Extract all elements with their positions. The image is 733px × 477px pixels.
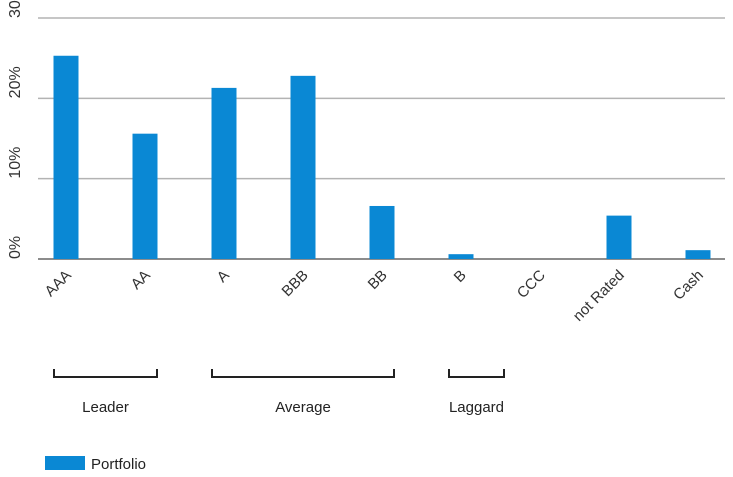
bar-bb — [369, 205, 395, 259]
group-leader: Leader — [53, 369, 158, 416]
bar-b — [448, 254, 474, 259]
bar-aaa — [53, 55, 79, 259]
y-axis-ticks: 0% 10% 20% 30% — [7, 0, 24, 259]
x-tick-label: not Rated — [570, 267, 628, 325]
bar-cash — [685, 250, 711, 259]
group-average: Average — [211, 369, 395, 416]
y-tick-label: 30% — [7, 0, 24, 18]
group-bracket — [211, 369, 395, 378]
x-tick-label: BBB — [279, 267, 312, 300]
group-label: Average — [275, 399, 331, 416]
group-laggard: Laggard — [448, 369, 505, 416]
x-tick-label: AA — [128, 267, 154, 293]
x-tick-label: CCC — [514, 267, 549, 302]
bar-not-rated — [606, 215, 632, 259]
bar-aa — [132, 133, 158, 259]
legend-swatch-portfolio — [45, 456, 85, 470]
category-groups: Leader Average Laggard — [53, 369, 505, 416]
legend: Portfolio — [45, 456, 146, 473]
x-tick-label: BB — [365, 267, 391, 293]
group-label: Laggard — [449, 399, 504, 416]
group-label: Leader — [82, 399, 129, 416]
y-tick-label: 0% — [7, 236, 24, 259]
group-bracket — [53, 369, 158, 378]
bar-bbb — [290, 75, 316, 259]
x-tick-label: B — [451, 267, 470, 286]
y-tick-label: 20% — [7, 66, 24, 98]
legend-label-portfolio: Portfolio — [91, 456, 146, 473]
x-axis-labels: AAA AA A BBB BB B CCC not Rated Cash — [42, 267, 707, 325]
y-tick-label: 10% — [7, 147, 24, 179]
x-tick-label: AAA — [42, 267, 75, 300]
x-tick-label: A — [214, 267, 233, 286]
bar-a — [211, 87, 237, 259]
x-tick-label: Cash — [670, 267, 707, 304]
group-bracket — [448, 369, 505, 378]
bars — [53, 55, 711, 259]
